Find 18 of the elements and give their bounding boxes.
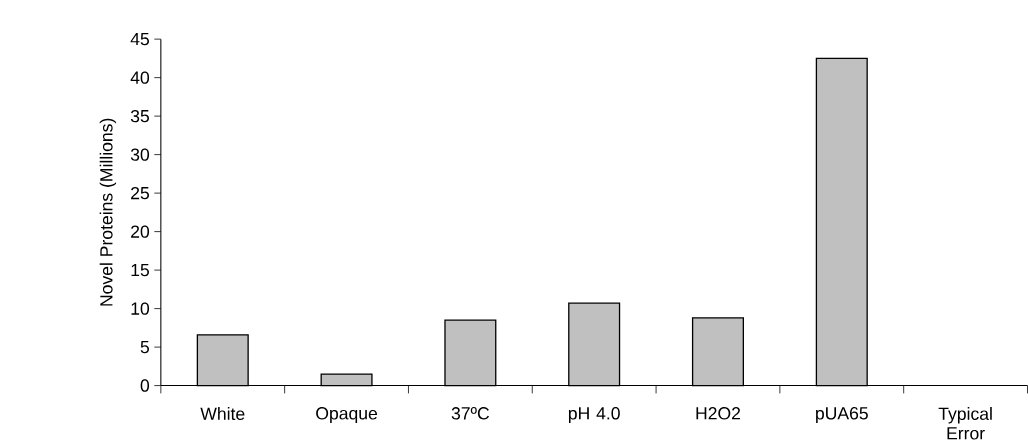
- y-tick-label: 35: [130, 109, 150, 123]
- x-tick-label: Typical Error: [938, 407, 992, 440]
- y-tick-label: 45: [130, 33, 150, 46]
- y-tick-label: 20: [131, 225, 150, 238]
- y-tick-label: 10: [131, 302, 150, 315]
- x-tick-label: White: [200, 407, 245, 421]
- y-tick-label: 5: [140, 340, 150, 354]
- y-tick-label: 25: [131, 186, 150, 200]
- y-tick-label: 0: [140, 379, 150, 392]
- y-tick-label: 15: [131, 264, 150, 277]
- y-tick-label: 40: [130, 71, 150, 84]
- y-tick-label: 30: [130, 148, 150, 161]
- x-tick-label: 37ºC: [451, 407, 490, 420]
- y-axis-title: Novel Proteins (Millions): [99, 118, 117, 306]
- x-tick-label: pUA65: [816, 407, 868, 424]
- x-tick-label: Opaque: [316, 407, 378, 424]
- x-tick-label: pH 4.0: [568, 407, 620, 424]
- x-tick-label: H2O2: [696, 407, 741, 420]
